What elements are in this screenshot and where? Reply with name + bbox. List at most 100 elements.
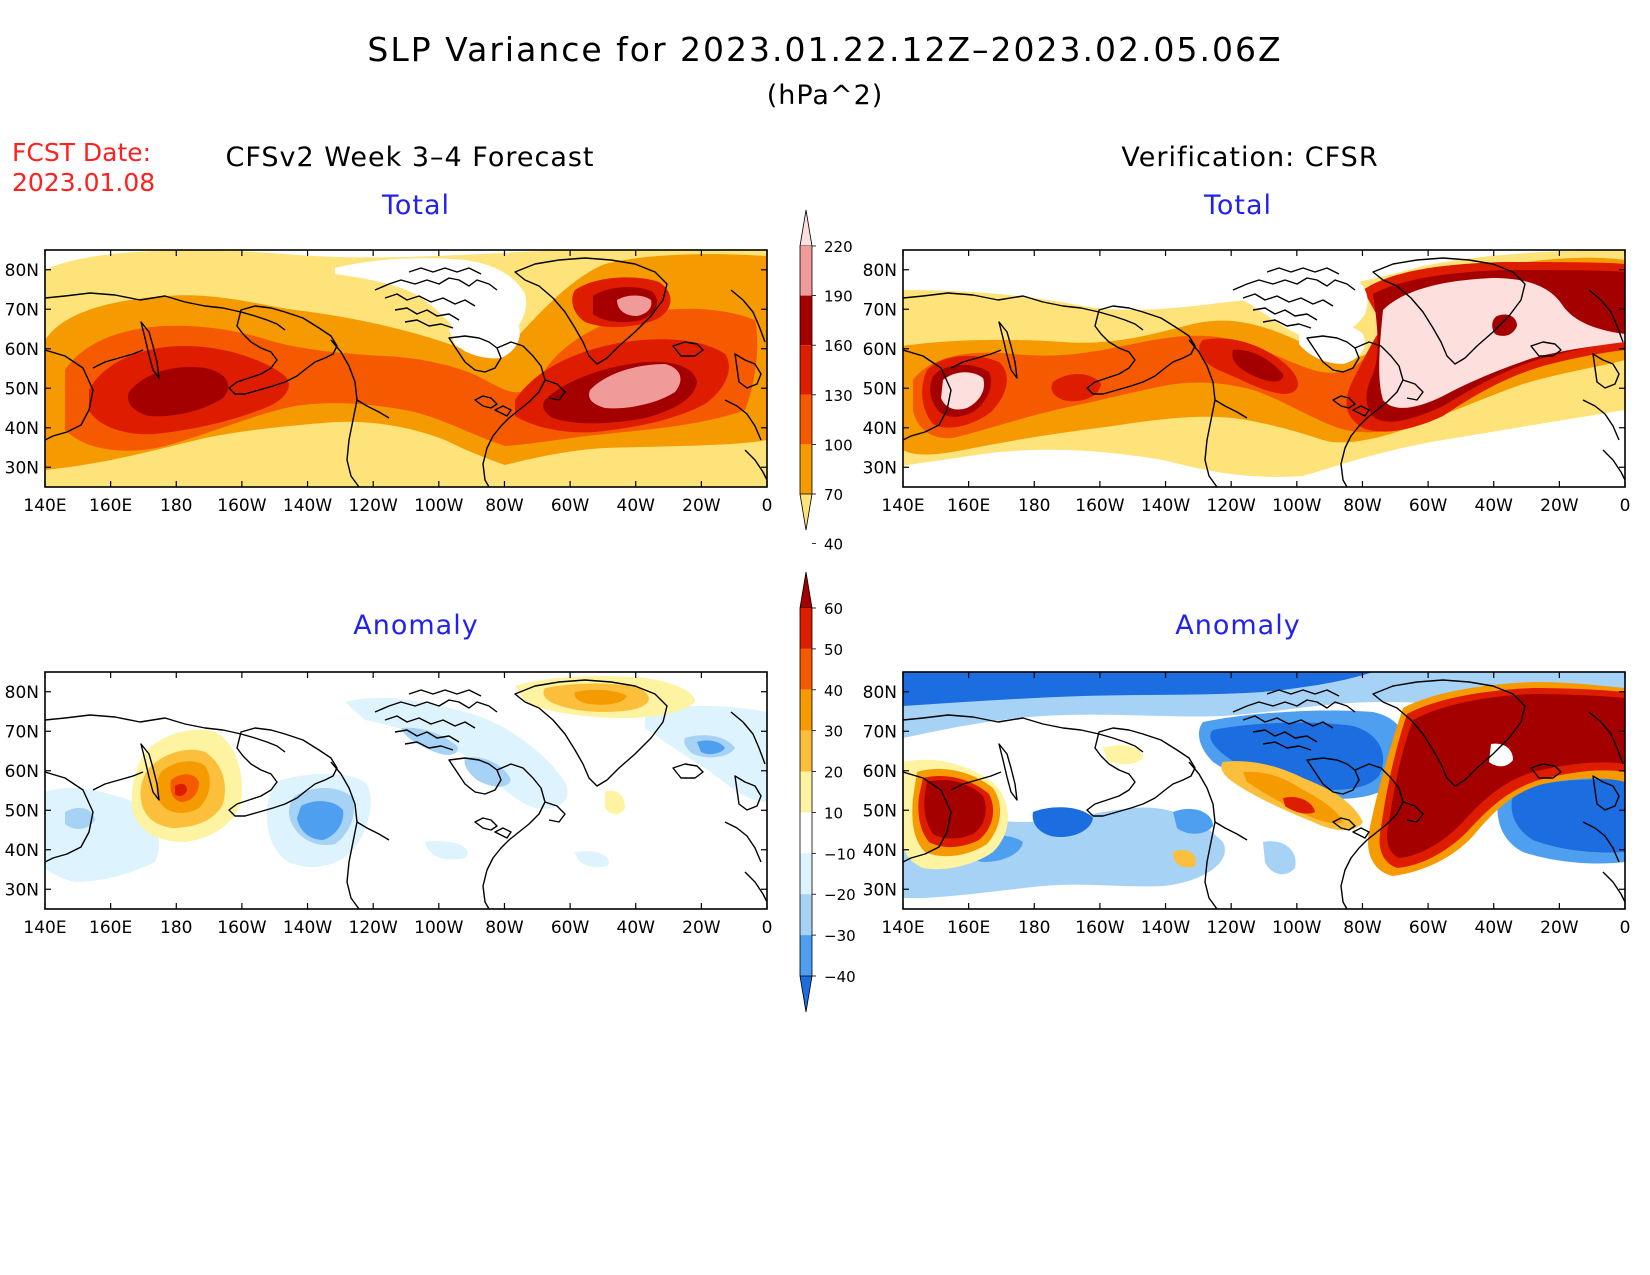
y-tick-label: 60N [5, 762, 39, 782]
colorbar-anomaly-top-extension [799, 571, 813, 609]
forecast-total-axes: 140E 160E 180 160W 140W 120W 100W 80W 60W 40W 20W 0… [5, 249, 773, 516]
fcst-date-label: FCST Date: [12, 138, 152, 167]
colorbar-total-level-label: 130 [824, 387, 853, 405]
x-tick-label: 20W [682, 496, 721, 516]
x-tick-label: 160E [89, 918, 132, 938]
colorbar-total-level-label: 160 [824, 337, 853, 355]
colorbar-anomaly-level-label: −40 [824, 968, 856, 986]
y-tick-label: 30N [5, 880, 39, 900]
forecast-anomaly-title: Anomaly [353, 610, 479, 641]
x-tick-label: 160W [1075, 496, 1124, 516]
x-tick-label: 0 [762, 496, 773, 516]
x-tick-label: 140E [881, 496, 924, 516]
colorbar-total-top-extension [799, 209, 813, 247]
fcst-date-value: 2023.01.08 [12, 168, 156, 197]
y-tick-label: 60N [863, 762, 897, 782]
colorbar-anomaly-level-label: −10 [824, 845, 856, 863]
colorbar-anomaly-swatch [800, 689, 812, 731]
y-tick-label: 70N [863, 722, 897, 742]
colorbar-anomaly-level-label: 10 [824, 804, 843, 822]
colorbar-anomaly-level-label: 60 [824, 600, 843, 618]
verification-total-title: Total [1203, 190, 1273, 221]
forecast-total-field [45, 250, 767, 487]
y-tick-label: 30N [863, 880, 897, 900]
verification-total-field [903, 250, 1625, 487]
y-tick-label: 30N [863, 458, 897, 478]
x-tick-label: 60W [551, 496, 590, 516]
x-tick-label: 180 [1018, 918, 1050, 938]
x-tick-label: 180 [160, 918, 192, 938]
y-tick-label: 80N [863, 683, 897, 703]
colorbar-anomaly-swatch [800, 771, 812, 813]
x-tick-label: 60W [551, 918, 590, 938]
y-tick-label: 50N [5, 801, 39, 821]
colorbar-total-swatch [800, 246, 812, 296]
colorbar-total-swatch [800, 394, 812, 445]
colorbar-anomaly-level-label: 30 [824, 723, 843, 741]
x-tick-label: 80W [485, 918, 524, 938]
y-tick-label: 40N [5, 841, 39, 861]
verification-total-frame [902, 249, 1626, 488]
colorbar-total-level-label: 100 [824, 436, 853, 454]
y-tick-label: 30N [5, 458, 39, 478]
x-tick-label: 140E [23, 496, 66, 516]
x-tick-label: 80W [1343, 496, 1382, 516]
x-tick-label: 80W [1343, 918, 1382, 938]
verification-anomaly-field [903, 672, 1625, 909]
colorbar-anomaly-swatch [800, 812, 812, 854]
colorbar-anomaly-swatch [800, 730, 812, 772]
x-tick-label: 0 [1620, 918, 1631, 938]
x-tick-label: 120W [349, 918, 398, 938]
x-tick-label: 80W [485, 496, 524, 516]
x-tick-label: 120W [349, 496, 398, 516]
verification-anomaly-title: Anomaly [1175, 610, 1301, 641]
y-tick-label: 40N [863, 841, 897, 861]
colorbar-total-level-label: 40 [824, 536, 843, 554]
x-tick-label: 20W [1540, 918, 1579, 938]
units-label: (hPa^2) [766, 80, 884, 111]
y-tick-label: 70N [863, 300, 897, 320]
x-tick-label: 100W [414, 496, 463, 516]
x-tick-label: 100W [1272, 496, 1321, 516]
x-tick-label: 60W [1409, 918, 1448, 938]
colorbar-anomaly-level-label: 20 [824, 764, 843, 782]
y-tick-label: 60N [863, 340, 897, 360]
x-tick-label: 160W [217, 496, 266, 516]
x-tick-label: 140W [283, 496, 332, 516]
x-tick-label: 100W [414, 918, 463, 938]
x-tick-label: 60W [1409, 496, 1448, 516]
x-tick-label: 160E [947, 918, 990, 938]
x-tick-label: 120W [1207, 496, 1256, 516]
colorbar-anomaly-swatch [800, 648, 812, 690]
x-tick-label: 180 [160, 496, 192, 516]
x-tick-label: 40W [617, 496, 656, 516]
x-tick-label: 140W [1141, 496, 1190, 516]
x-tick-label: 40W [1475, 496, 1514, 516]
x-tick-label: 120W [1207, 918, 1256, 938]
colorbar-total: 220 190 160 130 100 70 40 [799, 209, 853, 554]
x-tick-label: 40W [617, 918, 656, 938]
colorbar-anomaly-level-label: −30 [824, 927, 856, 945]
forecast-anomaly-frame [44, 671, 768, 910]
y-tick-label: 80N [5, 261, 39, 281]
y-tick-label: 40N [5, 419, 39, 439]
colorbar-total-swatch [800, 295, 812, 346]
colorbar-anomaly: 60 50 40 30 20 10 −10 −20 −30 −40 [799, 571, 856, 1013]
colorbar-anomaly-level-label: 40 [824, 682, 843, 700]
colorbar-anomaly-swatch [800, 608, 812, 649]
x-tick-label: 160E [89, 496, 132, 516]
fcst-date-block: FCST Date: 2023.01.08 [12, 138, 155, 198]
y-tick-label: 80N [863, 261, 897, 281]
colorbar-total-swatch [800, 345, 812, 395]
y-tick-label: 40N [863, 419, 897, 439]
forecast-total-title: Total [381, 190, 451, 221]
x-tick-label: 20W [682, 918, 721, 938]
x-tick-label: 180 [1018, 496, 1050, 516]
forecast-column-heading: CFSv2 Week 3–4 Forecast [225, 142, 595, 173]
x-tick-label: 160W [217, 918, 266, 938]
colorbar-anomaly-swatch [800, 894, 812, 936]
y-tick-label: 70N [5, 300, 39, 320]
y-tick-label: 50N [863, 801, 897, 821]
y-tick-label: 50N [863, 379, 897, 399]
colorbar-total-level-label: 220 [824, 238, 853, 256]
